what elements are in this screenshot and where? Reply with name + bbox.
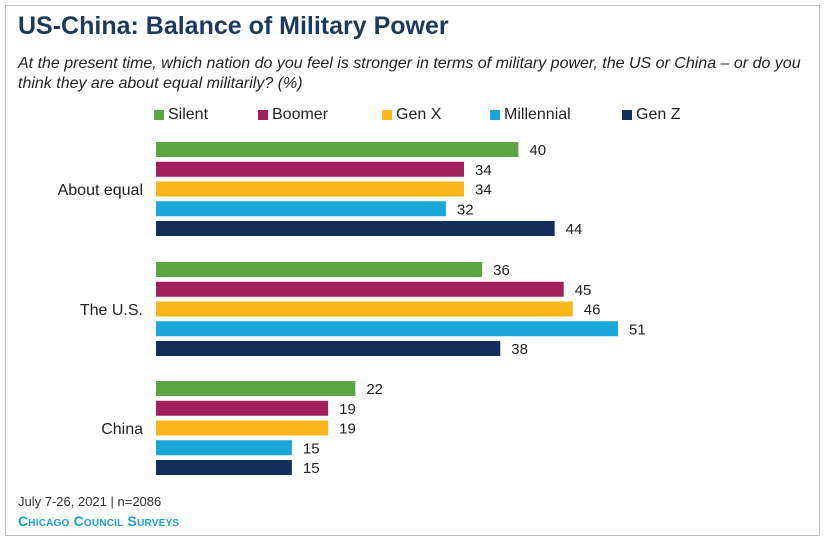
legend-swatch-millennial xyxy=(490,110,500,120)
bar-gen-z xyxy=(156,341,501,356)
bar-millennial xyxy=(156,201,446,217)
data-label: 51 xyxy=(629,321,646,338)
brand-logo: Chicago Council Surveys xyxy=(18,513,179,529)
data-label: 15 xyxy=(303,440,320,457)
data-label: 38 xyxy=(511,341,528,358)
legend-swatch-genx xyxy=(382,110,392,120)
legend-item-genz: Gen Z xyxy=(622,106,680,124)
data-label: 45 xyxy=(575,282,592,299)
legend-swatch-genz xyxy=(622,110,632,120)
legend-swatch-boomer xyxy=(258,110,268,120)
bar-millennial xyxy=(156,321,619,337)
brand-text: Chicago Council Surveys xyxy=(18,513,180,529)
data-label: 22 xyxy=(366,381,383,398)
legend-item-silent: Silent xyxy=(154,106,208,124)
bar-boomer xyxy=(156,161,465,177)
data-label: 34 xyxy=(475,182,492,199)
data-label: 46 xyxy=(584,302,601,319)
chart-title: US-China: Balance of Military Power xyxy=(18,12,449,40)
bar-gen-x xyxy=(156,420,329,436)
bar-silent xyxy=(156,381,356,396)
chart-frame xyxy=(5,5,820,536)
bar-boomer xyxy=(156,281,564,297)
legend-label-millennial: Millennial xyxy=(504,106,571,123)
legend-label-silent: Silent xyxy=(168,106,209,123)
bar-gen-z xyxy=(156,221,555,236)
category-label: The U.S. xyxy=(80,302,143,319)
data-label: 34 xyxy=(475,162,492,179)
bar-gen-z xyxy=(156,460,292,475)
category-label: About equal xyxy=(58,182,143,199)
bar-boomer xyxy=(156,400,329,416)
legend-item-genx: Gen X xyxy=(382,106,441,124)
bar-silent xyxy=(156,142,519,157)
legend-label-boomer: Boomer xyxy=(272,106,329,123)
bar-gen-x xyxy=(156,301,573,317)
bar-millennial xyxy=(156,440,292,456)
legend-item-millennial: Millennial xyxy=(490,106,571,124)
survey-note: July 7-26, 2021 | n=2086 xyxy=(18,494,162,509)
data-label: 44 xyxy=(566,221,583,238)
legend-label-genz: Gen Z xyxy=(636,106,681,123)
bar-gen-x xyxy=(156,181,465,197)
data-label: 32 xyxy=(457,201,474,218)
legend-label-genx: Gen X xyxy=(396,106,442,123)
legend-item-boomer: Boomer xyxy=(258,106,328,124)
data-label: 19 xyxy=(339,401,356,418)
chart-subtitle: At the present time, which nation do you… xyxy=(18,55,801,92)
category-label: China xyxy=(101,421,143,438)
data-label: 19 xyxy=(339,421,356,438)
data-label: 36 xyxy=(493,262,510,279)
legend-swatch-silent xyxy=(154,110,164,120)
data-label: 15 xyxy=(303,460,320,477)
bar-silent xyxy=(156,262,483,277)
data-label: 40 xyxy=(529,142,546,159)
